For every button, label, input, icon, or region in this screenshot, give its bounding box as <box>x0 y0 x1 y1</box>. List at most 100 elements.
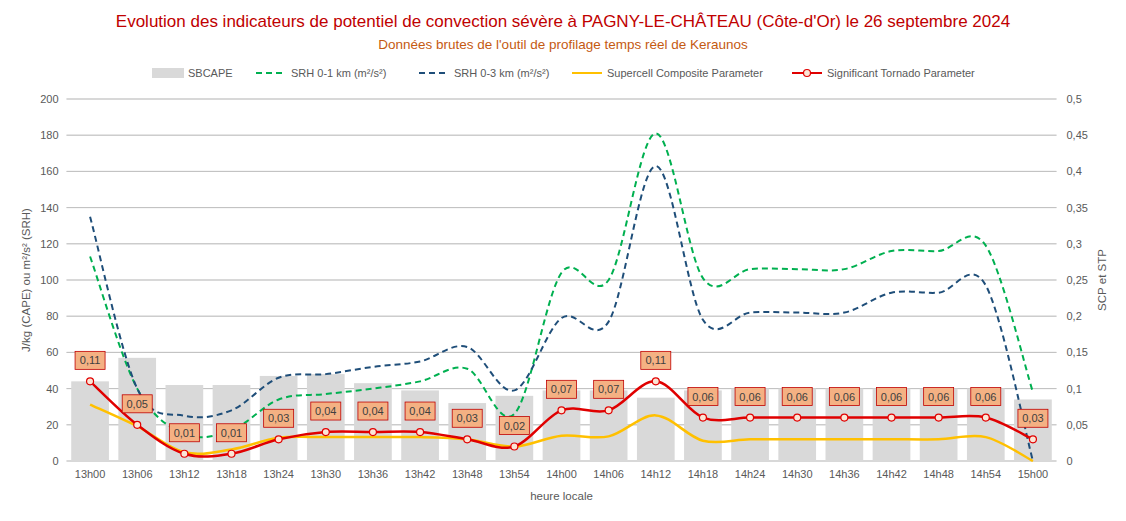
data-label: 0,03 <box>457 412 478 424</box>
legend-marker <box>804 70 811 77</box>
background <box>0 0 1126 521</box>
data-labels: 0,110,050,010,010,030,040,040,040,030,02… <box>75 351 1048 441</box>
x-tick-label: 14h48 <box>923 468 954 480</box>
data-label-box <box>217 424 247 442</box>
y-tick-label: 0 <box>52 455 58 467</box>
legend-label: SBCAPE <box>188 67 233 79</box>
grid-line <box>67 243 1057 244</box>
chart: Evolution des indicateurs de potentiel d… <box>0 0 1126 521</box>
data-label: 0,03 <box>268 412 289 424</box>
data-label-box <box>169 424 199 442</box>
x-tick-label: 13h42 <box>405 468 436 480</box>
data-label-box <box>452 409 482 427</box>
data-label: 0,02 <box>504 420 525 432</box>
grid-line <box>67 316 1057 317</box>
y2-tick-label: 0,1 <box>1067 383 1082 395</box>
y-tick-label: 140 <box>40 202 58 214</box>
marker <box>134 421 141 428</box>
data-label: 0,07 <box>598 383 619 395</box>
marker <box>417 429 424 436</box>
data-label-box <box>547 380 577 398</box>
data-label-box <box>594 380 624 398</box>
legend: SBCAPESRH 0-1 km (m²/s²)SRH 0-3 km (m²/s… <box>152 67 975 79</box>
line <box>90 381 1033 456</box>
marker <box>982 414 989 421</box>
y-tick-label: 80 <box>46 310 58 322</box>
bar <box>496 396 534 461</box>
grid-line <box>67 280 1057 281</box>
data-label-box <box>311 402 341 420</box>
data-label-box <box>358 402 388 420</box>
bar <box>401 390 439 461</box>
data-label-box <box>688 388 718 406</box>
y2-tick-label: 0,15 <box>1067 346 1088 358</box>
data-label-box <box>1018 409 1048 427</box>
x-tick-label: 13h00 <box>75 468 106 480</box>
data-label-box <box>75 351 105 369</box>
grid-line <box>67 99 1057 100</box>
legend-label: SRH 0-3 km (m²/s²) <box>454 67 549 79</box>
data-label: 0,06 <box>834 391 855 403</box>
data-label-box <box>735 388 765 406</box>
y-tick-label: 180 <box>40 129 58 141</box>
x-tick-label: 13h30 <box>310 468 341 480</box>
x-tick-label: 13h24 <box>263 468 294 480</box>
data-label: 0,06 <box>928 391 949 403</box>
data-label-box <box>499 417 529 435</box>
data-label-box <box>877 388 907 406</box>
y2-tick-label: 0 <box>1067 455 1073 467</box>
line <box>90 166 1033 461</box>
x-tick-label: 14h00 <box>546 468 577 480</box>
data-label-box <box>122 395 152 413</box>
x-tick-label: 14h18 <box>688 468 719 480</box>
data-label: 0,04 <box>315 405 336 417</box>
data-label-box <box>971 388 1001 406</box>
bar <box>166 385 204 461</box>
x-tick-label: 14h30 <box>782 468 813 480</box>
data-label: 0,06 <box>692 391 713 403</box>
data-label: 0,05 <box>127 398 148 410</box>
legend-swatch <box>419 72 449 74</box>
line <box>90 405 1033 461</box>
grid-line <box>67 316 1057 317</box>
y2-tick-label: 0,45 <box>1067 129 1088 141</box>
y-axis-title: J/kg (CAPE) ou m²/s² (SRH) <box>20 208 32 352</box>
data-label-box <box>264 409 294 427</box>
data-label: 0,03 <box>1022 412 1043 424</box>
data-label-box <box>782 388 812 406</box>
legend-swatch <box>256 72 286 74</box>
data-label: 0,06 <box>787 391 808 403</box>
y-tick-label: 60 <box>46 346 58 358</box>
y-tick-label: 100 <box>40 274 58 286</box>
data-label: 0,11 <box>80 354 101 366</box>
bar <box>637 398 675 461</box>
x-tick-label: 14h36 <box>829 468 860 480</box>
data-label: 0,01 <box>174 427 195 439</box>
bar <box>260 376 298 461</box>
data-label-box <box>924 388 954 406</box>
x-tick-label: 14h24 <box>735 468 766 480</box>
legend-label: Significant Tornado Parameter <box>827 67 975 79</box>
marker <box>841 414 848 421</box>
x-tick-label: 13h36 <box>358 468 389 480</box>
y2-tick-label: 0,05 <box>1067 419 1088 431</box>
data-label: 0,06 <box>739 391 760 403</box>
y2-tick-label: 0,2 <box>1067 310 1082 322</box>
legend-swatch <box>152 68 184 78</box>
x-tick-label: 13h54 <box>499 468 530 480</box>
data-label: 0,04 <box>362 405 383 417</box>
y2-tick-label: 0,4 <box>1067 165 1082 177</box>
bar <box>448 403 486 461</box>
marker <box>1029 436 1036 443</box>
y2-axis-title: SCP et STP <box>1096 249 1108 311</box>
data-label: 0,06 <box>881 391 902 403</box>
x-tick-label: 13h12 <box>169 468 200 480</box>
bar <box>118 358 156 461</box>
marker <box>888 414 895 421</box>
x-tick-label: 13h48 <box>452 468 483 480</box>
grid-line <box>67 135 1057 136</box>
data-label-box <box>641 351 671 369</box>
y2-tick-label: 0,25 <box>1067 274 1088 286</box>
marker <box>322 429 329 436</box>
y2-tick-label: 0,3 <box>1067 238 1082 250</box>
